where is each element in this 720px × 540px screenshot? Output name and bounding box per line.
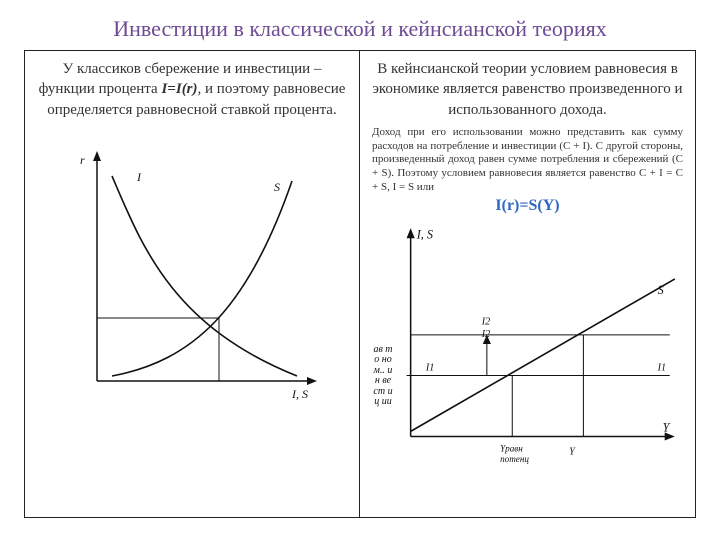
right-column: В кейнсианской теории условием равновеси…	[360, 51, 695, 517]
y-arrow-icon	[93, 151, 101, 161]
left-chart: r I, S I S	[35, 126, 349, 426]
slide-title: Инвестиции в классической и кейнсианской…	[24, 16, 696, 42]
left-chart-svg: r I, S I S	[35, 126, 349, 426]
left-I-label: I	[136, 170, 142, 184]
right-sub: Доход при его использовании можно предст…	[372, 126, 683, 195]
left-column: У классиков сбережение и инвестиции – фу…	[25, 51, 360, 517]
left-y-label: r	[80, 153, 85, 167]
right-x-label: Y	[663, 420, 671, 434]
left-lead: У классиков сбережение и инвестиции – фу…	[35, 59, 349, 120]
left-lead-formula: I=I(r)	[161, 81, 197, 97]
left-I-curve	[112, 176, 297, 376]
left-S-curve	[112, 181, 292, 376]
Yeq-label-2: потенц	[500, 453, 529, 463]
Y-label: Y	[569, 446, 576, 457]
autonomous-investment-note: ав то но м.. ин ве ст иц ии	[372, 345, 394, 408]
content-grid: У классиков сбережение и инвестиции – фу…	[24, 50, 696, 518]
x-arrow-icon	[307, 377, 317, 385]
right-chart-svg: I, S Y S I1 I1 I2 I2	[370, 215, 685, 475]
right-I1-label-right: I1	[657, 362, 666, 373]
left-S-label: S	[274, 180, 280, 194]
right-S-line	[411, 278, 675, 430]
right-S-label: S	[658, 283, 664, 297]
right-lead: В кейнсианской теории условием равновеси…	[370, 59, 685, 120]
right-y-label: I, S	[416, 227, 433, 241]
right-I2-label-a: I2	[481, 316, 490, 327]
Yeq-label-1: Yравн	[500, 443, 523, 453]
right-chart: ав то но м.. ин ве ст иц ии I, S Y S	[370, 215, 685, 475]
right-equation: I(r)=S(Y)	[370, 197, 685, 215]
y-arrow-icon	[407, 228, 415, 238]
right-I1-label-left: I1	[425, 362, 434, 373]
left-x-label: I, S	[291, 387, 308, 401]
